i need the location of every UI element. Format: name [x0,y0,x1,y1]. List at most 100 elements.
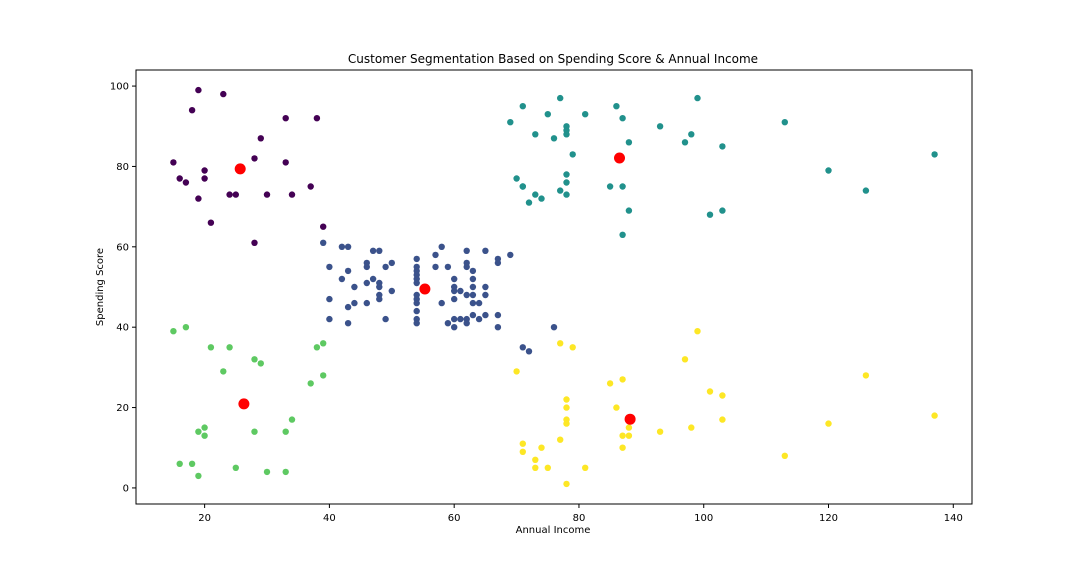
cluster-2-point [563,127,570,134]
cluster-3-point [176,460,183,467]
cluster-1-point [463,259,470,267]
x-tick-label: 40 [323,513,336,524]
cluster-1-point [413,307,420,315]
x-axis-ticks: 20 40 60 80 100 120 140 [198,504,963,524]
cluster-1-point [320,239,327,246]
cluster-2-point [532,191,539,198]
cluster-0-point [251,155,258,162]
cluster-1-point [382,315,389,323]
cluster-1-point [388,259,395,267]
cluster-2-point [563,179,570,186]
cluster-2-point [706,211,714,218]
cluster-3-point [201,432,208,439]
cluster-1-point [363,279,370,287]
cluster-1-point [494,311,502,319]
cluster-1-point [457,315,464,323]
cluster-2-point [557,94,564,102]
cluster-1-point [338,243,346,250]
cluster-1-point [507,251,514,259]
cluster-4-point [706,388,714,395]
cluster-1-point [326,295,333,303]
cluster-3-point [207,344,215,351]
points-layer [170,86,938,488]
cluster-2-point [719,207,726,214]
cluster-3-point [170,328,177,335]
cluster-1-point [444,263,452,271]
cluster-1-point [369,247,377,254]
cluster-4-point [519,440,526,447]
cluster-2-point [582,111,589,118]
cluster-1-point [376,247,383,254]
cluster-0-point [170,159,177,166]
x-axis-label: Annual Income [516,525,591,536]
cluster-1-point [413,279,420,287]
cluster-0-point [313,115,321,122]
cluster-0-point [195,86,202,94]
cluster-0-point [226,191,233,198]
cluster-4-point [563,396,570,403]
cluster-1-point [525,348,533,355]
cluster-0-point [207,219,215,226]
cluster-3-point [195,472,202,480]
cluster-1-point [413,291,420,299]
cluster-2-point [719,143,726,150]
y-tick-label: 20 [116,403,129,414]
cluster-4-point [606,380,614,387]
cluster-2-point [931,151,938,158]
cluster-0-point [182,179,190,186]
cluster-0-point [195,195,202,202]
cluster-1-point [469,267,477,275]
cluster-1-point [363,263,370,271]
cluster-1-point [451,283,458,291]
cluster-4-point [625,432,633,439]
cluster-2-point [544,111,551,118]
cluster-0-point [263,191,271,198]
cluster-4-point [519,448,526,455]
cluster-4-point [688,424,695,431]
centroids-layer [234,152,636,425]
cluster-0-point [201,175,208,182]
cluster-1-point [413,255,420,263]
cluster-2-point [563,171,570,178]
cluster-4-point [582,464,589,471]
cluster-4-point [719,392,726,399]
cluster-3-point [251,356,258,363]
cluster-1-point [469,283,477,291]
cluster-0-point [282,115,289,122]
cluster-1-point [494,324,502,331]
cluster-3-point [251,428,258,435]
cluster-4-point [563,404,570,411]
cluster-3-point [232,464,239,471]
cluster-2-point [688,131,695,138]
centroid-marker [234,163,246,175]
x-tick-label: 80 [573,513,586,524]
cluster-2-point [862,187,870,194]
cluster-1-point [463,291,470,299]
cluster-3-point [320,372,327,379]
cluster-2-point [625,139,633,146]
cluster-1-point [351,283,358,291]
cluster-4-point [694,328,701,335]
cluster-1-point [413,299,420,307]
cluster-3-point [182,324,190,331]
cluster-1-point [344,267,352,275]
cluster-4-point [532,456,539,463]
cluster-1-point [463,315,470,323]
cluster-4-point [613,404,620,411]
cluster-2-point [525,199,533,206]
cluster-1-point [469,275,477,283]
cluster-3-point [307,380,314,387]
cluster-1-point [438,299,445,307]
cluster-1-point [475,315,483,323]
cluster-1-point [463,247,470,254]
cluster-4-point [931,412,938,419]
cluster-1-point [432,251,439,259]
cluster-1-point [413,263,420,271]
cluster-2-point [825,167,832,174]
cluster-3-point [220,368,227,375]
y-tick-label: 80 [116,162,129,173]
cluster-4-point [563,420,570,427]
cluster-2-point [625,207,633,214]
cluster-1-point [519,344,526,351]
